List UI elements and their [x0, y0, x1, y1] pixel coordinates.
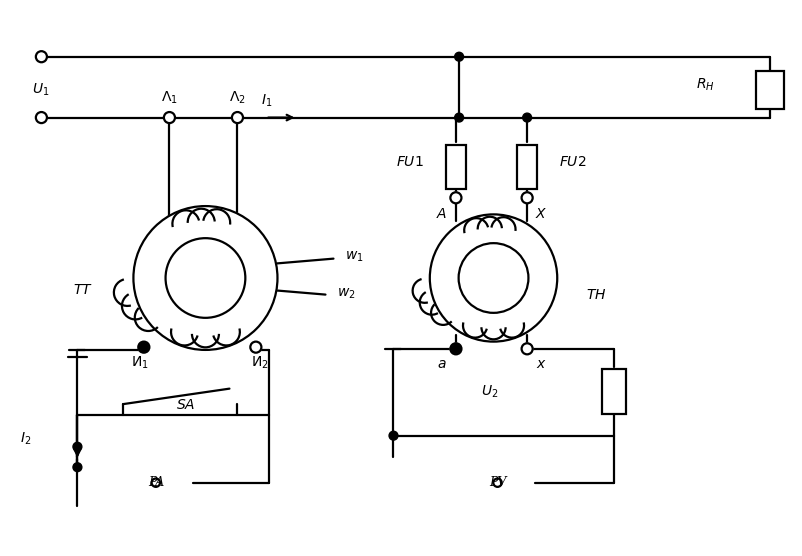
Circle shape — [521, 192, 532, 203]
Text: $\Lambda_1$: $\Lambda_1$ — [160, 90, 178, 106]
Text: $A$: $A$ — [435, 207, 447, 221]
Text: $I_1$: $I_1$ — [261, 93, 273, 109]
Text: $FU1$: $FU1$ — [395, 155, 423, 169]
Text: $U_2$: $U_2$ — [480, 383, 497, 400]
Circle shape — [458, 243, 528, 313]
Text: $X$: $X$ — [535, 207, 547, 221]
Text: $a$: $a$ — [436, 358, 446, 371]
Circle shape — [232, 112, 243, 123]
Circle shape — [36, 112, 47, 123]
Circle shape — [450, 192, 461, 203]
Text: $I_2$: $I_2$ — [21, 430, 32, 446]
Circle shape — [133, 206, 277, 350]
Bar — [516, 145, 537, 190]
Bar — [445, 145, 465, 190]
Text: $x$: $x$ — [536, 358, 546, 371]
Text: $\text{И}_1$: $\text{И}_1$ — [131, 354, 148, 371]
Circle shape — [73, 443, 82, 451]
Circle shape — [522, 113, 531, 122]
Text: $FU2$: $FU2$ — [558, 155, 586, 169]
Text: $TH$: $TH$ — [585, 287, 606, 301]
Circle shape — [451, 344, 460, 353]
Text: PA: PA — [148, 476, 164, 489]
Circle shape — [36, 51, 47, 62]
Circle shape — [450, 343, 461, 354]
Circle shape — [389, 431, 398, 440]
Text: $U_1$: $U_1$ — [32, 82, 49, 98]
Circle shape — [152, 479, 160, 487]
Circle shape — [73, 463, 82, 471]
Text: $SA$: $SA$ — [176, 398, 195, 412]
Circle shape — [138, 341, 149, 353]
Circle shape — [429, 215, 557, 341]
Circle shape — [165, 238, 245, 318]
Circle shape — [250, 341, 261, 353]
Bar — [755, 71, 783, 110]
Circle shape — [454, 113, 463, 122]
Bar — [601, 369, 625, 414]
Text: $w_1$: $w_1$ — [345, 250, 363, 264]
Circle shape — [164, 112, 175, 123]
Text: PV: PV — [488, 476, 505, 489]
Text: $\text{И}_2$: $\text{И}_2$ — [251, 354, 269, 371]
Circle shape — [140, 342, 148, 351]
Text: $\Lambda_2$: $\Lambda_2$ — [229, 90, 245, 106]
Circle shape — [454, 52, 463, 61]
Circle shape — [492, 479, 501, 487]
Text: $w_2$: $w_2$ — [337, 286, 355, 301]
Text: $TT$: $TT$ — [73, 283, 93, 297]
Text: $R_H$: $R_H$ — [695, 76, 714, 92]
Circle shape — [521, 343, 532, 354]
